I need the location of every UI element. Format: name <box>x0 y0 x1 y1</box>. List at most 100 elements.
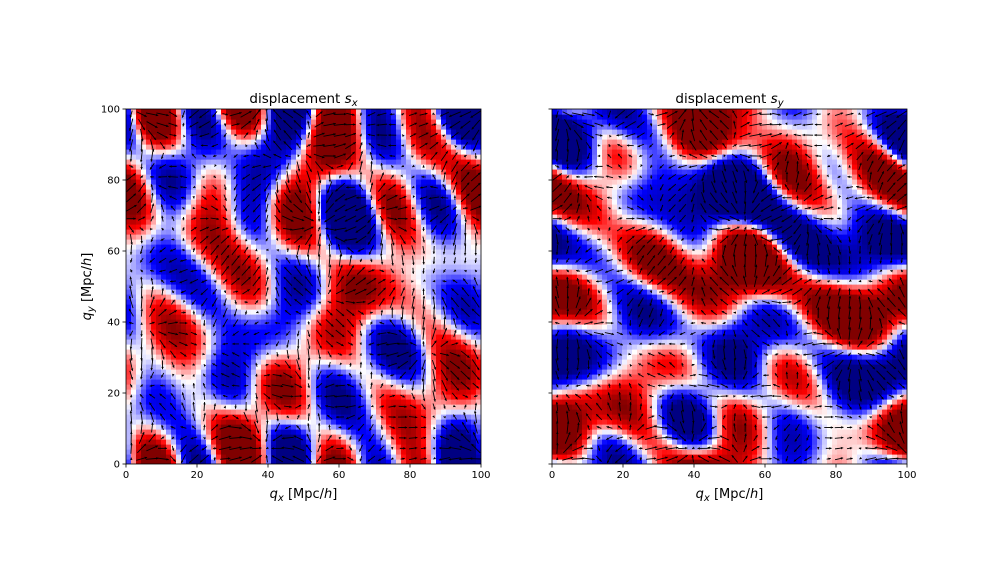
heatmap-cell <box>446 144 452 150</box>
heatmap-cell <box>456 404 462 410</box>
heatmap-cell <box>196 204 202 210</box>
heatmap-cell <box>221 359 227 365</box>
heatmap-cell <box>421 244 427 250</box>
heatmap-cell <box>391 129 397 135</box>
heatmap-cell <box>196 394 202 400</box>
heatmap-cell <box>471 369 477 375</box>
heatmap-cell <box>411 224 417 230</box>
heatmap-cell <box>351 379 357 385</box>
heatmap-cell <box>321 309 327 315</box>
heatmap-cell <box>241 459 247 464</box>
heatmap-cell <box>356 454 362 460</box>
heatmap-cell <box>436 184 442 190</box>
heatmap-cell <box>246 454 252 460</box>
heatmap-cell <box>141 249 147 255</box>
heatmap-cell <box>136 419 142 425</box>
heatmap-cell <box>186 374 192 380</box>
heatmap-cell <box>461 214 467 220</box>
heatmap-cell <box>281 459 287 464</box>
heatmap-cell <box>211 109 217 115</box>
heatmap-cell <box>161 244 167 250</box>
heatmap-cell <box>186 459 192 464</box>
heatmap-cell <box>476 219 481 225</box>
heatmap-cell <box>396 174 402 180</box>
heatmap-cell <box>371 359 377 365</box>
heatmap-cell <box>131 229 137 235</box>
heatmap-cell <box>401 134 407 140</box>
heatmap-cell <box>346 379 352 385</box>
heatmap-cell <box>361 359 367 365</box>
heatmap-cell <box>221 449 227 455</box>
heatmap-cell <box>131 394 137 400</box>
heatmap-cell <box>416 439 422 445</box>
heatmap-cell <box>216 309 222 315</box>
heatmap-cell <box>346 294 352 300</box>
heatmap-cell <box>296 204 302 210</box>
heatmap-cell <box>256 124 262 130</box>
heatmap-cell <box>431 354 437 360</box>
heatmap-cell <box>176 449 182 455</box>
heatmap-cell <box>406 119 412 125</box>
heatmap-cell <box>231 149 237 155</box>
heatmap-cell <box>271 299 277 305</box>
heatmap-cell <box>311 179 317 185</box>
heatmap-cell <box>446 124 452 130</box>
heatmap-cell <box>241 119 247 125</box>
heatmap-cell <box>426 444 432 450</box>
heatmap-cell <box>271 399 277 405</box>
heatmap-cell <box>251 354 257 360</box>
heatmap-cell <box>416 449 422 455</box>
heatmap-cell <box>331 414 337 420</box>
heatmap-cell <box>366 194 372 200</box>
heatmap-cell <box>391 424 397 430</box>
heatmap-cell <box>251 194 257 200</box>
heatmap-cell <box>236 429 242 435</box>
heatmap-cell <box>376 409 382 415</box>
heatmap-cell <box>431 434 437 440</box>
heatmap-cell <box>166 129 172 135</box>
heatmap-cell <box>321 149 327 155</box>
heatmap-cell <box>156 129 162 135</box>
heatmap-cell <box>201 454 207 460</box>
heatmap-cell <box>296 309 302 315</box>
heatmap-cell <box>391 369 397 375</box>
heatmap-cell <box>376 369 382 375</box>
heatmap-cell <box>466 164 472 170</box>
heatmap-cell <box>406 224 412 230</box>
heatmap-cell <box>441 169 447 175</box>
heatmap-cell <box>326 114 332 120</box>
heatmap-cell <box>356 354 362 360</box>
heatmap-cell <box>411 279 417 285</box>
heatmap-cell <box>341 124 347 130</box>
heatmap-cell <box>141 459 147 464</box>
heatmap-cell <box>151 159 157 165</box>
heatmap-cell <box>291 204 297 210</box>
heatmap-cell <box>196 174 202 180</box>
heatmap-cell <box>301 324 307 330</box>
heatmap-cell <box>311 279 317 285</box>
heatmap-cell <box>146 284 152 290</box>
heatmap-cell <box>306 114 312 120</box>
heatmap-cell <box>331 264 337 270</box>
heatmap-cell <box>296 294 302 300</box>
heatmap-cell <box>266 309 272 315</box>
heatmap-cell <box>261 219 267 225</box>
heatmap-cell <box>216 379 222 385</box>
heatmap-cell <box>251 184 257 190</box>
heatmap-cell <box>231 264 237 270</box>
heatmap-cell <box>141 229 147 235</box>
heatmap-cell <box>176 419 182 425</box>
heatmap-cell <box>366 244 372 250</box>
heatmap-cell <box>381 334 387 340</box>
heatmap-cell <box>426 239 432 245</box>
heatmap-cell <box>351 429 357 435</box>
heatmap-cell <box>206 129 212 135</box>
heatmap-cell <box>201 344 207 350</box>
heatmap-cell <box>356 154 362 160</box>
heatmap-cell <box>181 139 187 145</box>
heatmap-cell <box>306 419 312 425</box>
heatmap-cell <box>161 339 167 345</box>
heatmap-cell <box>171 194 177 200</box>
heatmap-cell <box>366 359 372 365</box>
heatmap-cell <box>221 439 227 445</box>
